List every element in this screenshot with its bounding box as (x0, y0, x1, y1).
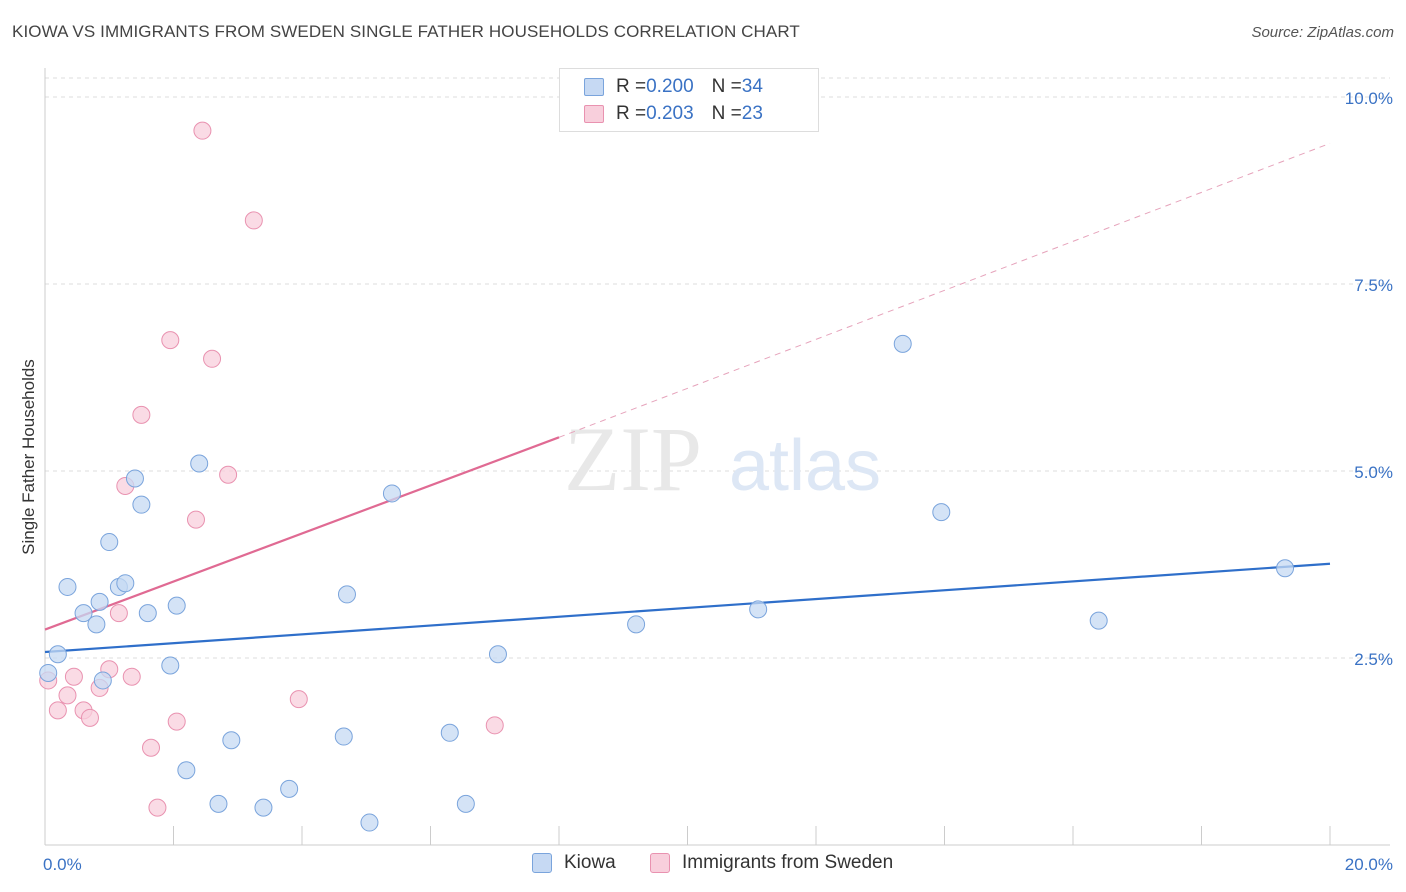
sweden-point (244, 211, 263, 230)
kiowa-point (360, 813, 379, 832)
kiowa-point (627, 615, 646, 634)
kiowa-point (254, 798, 273, 817)
watermark-atlas: atlas (729, 426, 881, 506)
kiowa-point (167, 596, 186, 615)
series-legend-label: Immigrants from Sweden (682, 852, 894, 873)
sweden-point (48, 701, 67, 720)
y-axis-label: Single Father Households (19, 359, 38, 555)
kiowa-point (337, 585, 356, 604)
source-label: Source: ZipAtlas.com (1251, 24, 1394, 41)
legend-n-value: 34 (741, 76, 763, 97)
kiowa-point (488, 645, 507, 664)
sweden-point (485, 716, 504, 735)
sweden-point (219, 465, 238, 484)
kiowa-point (177, 761, 196, 780)
kiowa-point (440, 723, 459, 742)
y-tick-label: 7.5% (1354, 276, 1393, 295)
sweden-point (122, 667, 141, 686)
legend-r-label: R = (616, 76, 647, 97)
kiowa-swatch-icon (532, 853, 552, 873)
correlation-legend: R = 0.200 N = 34 R = 0.203 N = 23 (559, 68, 819, 132)
y-tick-label: 2.5% (1354, 650, 1393, 669)
grid-layer (45, 77, 1390, 659)
kiowa-point (222, 731, 241, 750)
sweden-point (80, 708, 99, 727)
kiowa-point (382, 484, 401, 503)
series-legend: Kiowa Immigrants from Sweden (0, 852, 1406, 878)
kiowa-point (138, 604, 157, 623)
kiowa-point (125, 469, 144, 488)
kiowa-point (100, 533, 119, 552)
sweden-trend-extension (558, 142, 1331, 438)
sweden-point (148, 798, 167, 817)
data-points (39, 121, 1295, 832)
kiowa-point (749, 600, 768, 619)
kiowa-point (932, 503, 951, 522)
kiowa-point (48, 645, 67, 664)
legend-n-label: N = (711, 76, 742, 97)
watermark-zip: ZIP (564, 408, 702, 510)
series-legend-label: Kiowa (564, 852, 616, 873)
kiowa-point (132, 495, 151, 514)
kiowa-point (209, 794, 228, 813)
kiowa-point (116, 574, 135, 593)
sweden-point (58, 686, 77, 705)
legend-r-value: 0.203 (646, 103, 694, 124)
kiowa-point (87, 615, 106, 634)
y-tick-label: 10.0% (1345, 89, 1393, 108)
kiowa-trend-line (44, 562, 1331, 654)
x-tick-label: 20.0% (1345, 855, 1393, 874)
x-tick-label: 0.0% (43, 855, 82, 874)
kiowa-point (58, 577, 77, 596)
kiowa-point (893, 334, 912, 353)
axis-layer: 2.5% 5.0% 7.5% 10.0% 0.0% 20.0% (43, 68, 1393, 874)
sweden-point (142, 738, 161, 757)
sweden-point (203, 349, 222, 368)
kiowa-point (1089, 611, 1108, 630)
legend-r-value: 0.200 (646, 76, 694, 97)
y-tick-label: 5.0% (1354, 463, 1393, 482)
kiowa-swatch-icon (584, 78, 604, 96)
legend-row-kiowa: R = 0.200 N = 34 (584, 74, 763, 100)
series-legend-kiowa[interactable]: Kiowa (532, 852, 616, 874)
series-legend-sweden[interactable]: Immigrants from Sweden (650, 852, 893, 874)
watermark: ZIP atlas (564, 408, 881, 510)
legend-n-value: 23 (741, 103, 763, 124)
sweden-point (132, 405, 151, 424)
kiowa-point (74, 604, 93, 623)
sweden-point (193, 121, 212, 140)
chart-title: KIOWA VS IMMIGRANTS FROM SWEDEN SINGLE F… (12, 22, 800, 41)
trend-lines (44, 142, 1331, 654)
sweden-point (289, 690, 308, 709)
sweden-point (186, 510, 205, 529)
kiowa-point (1276, 559, 1295, 578)
sweden-trend-line (44, 436, 560, 631)
legend-row-sweden: R = 0.203 N = 23 (584, 101, 763, 127)
kiowa-point (90, 592, 109, 611)
sweden-point (109, 604, 128, 623)
sweden-swatch-icon (584, 105, 604, 123)
kiowa-point (456, 794, 475, 813)
sweden-swatch-icon (650, 853, 670, 873)
legend-r-label: R = (616, 103, 647, 124)
sweden-point (64, 667, 83, 686)
kiowa-point (280, 779, 299, 798)
sweden-point (161, 331, 180, 350)
sweden-point (167, 712, 186, 731)
kiowa-point (161, 656, 180, 675)
kiowa-point (190, 454, 209, 473)
kiowa-point (334, 727, 353, 746)
kiowa-point (39, 663, 58, 682)
legend-n-label: N = (711, 103, 742, 124)
kiowa-point (93, 671, 112, 690)
